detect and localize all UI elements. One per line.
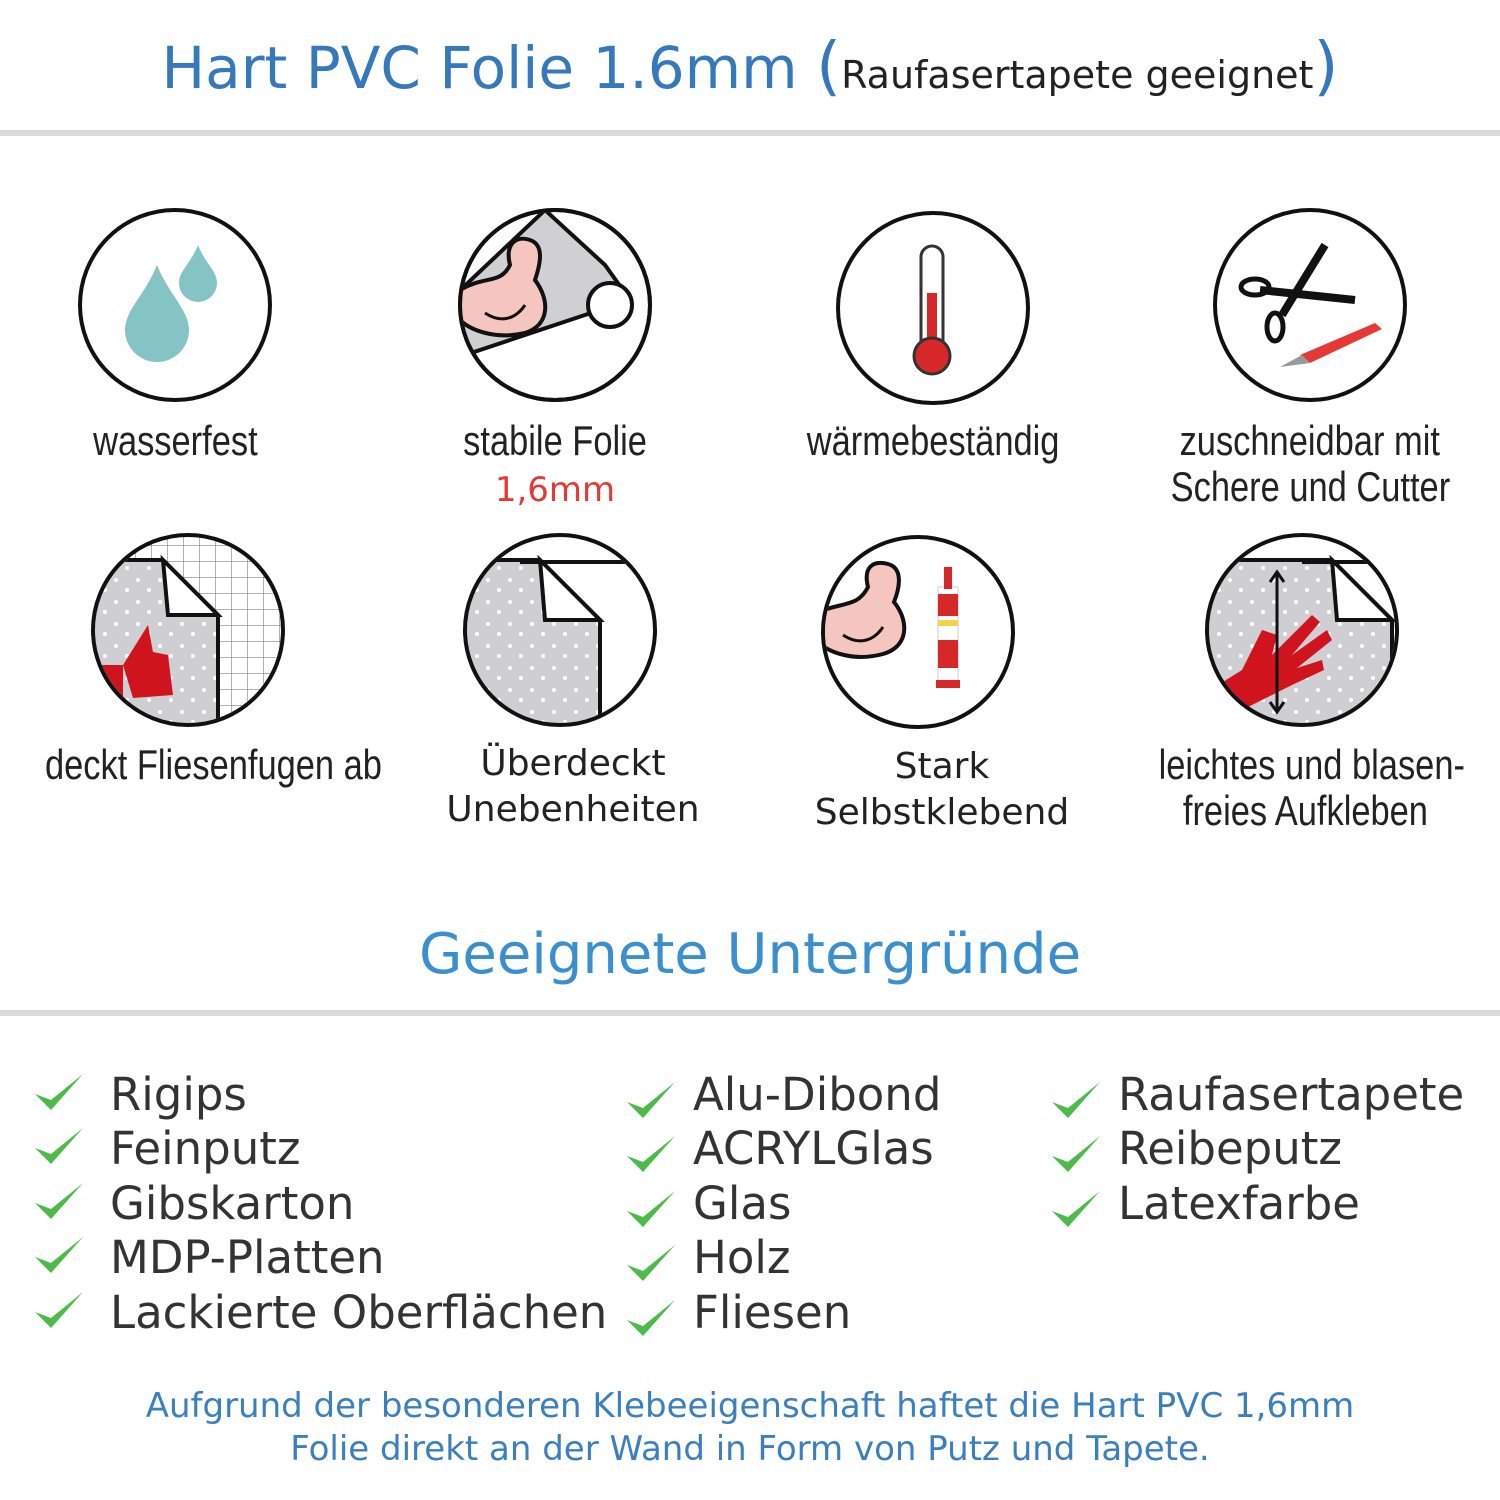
check-icon [1052, 1136, 1100, 1172]
check-icon [1052, 1082, 1100, 1118]
surface-item: ACRYLGlas [693, 1122, 934, 1175]
surface-item: Feinputz [110, 1122, 301, 1175]
feature-label: Stark Selbstklebend [814, 746, 1070, 833]
paren: ( [816, 30, 842, 104]
feature-label: Überdeckt Unebenheiten [446, 743, 700, 830]
check-icon [627, 1191, 675, 1227]
feature-label: leichtes und blasen-freies Aufkleben [1158, 741, 1465, 834]
foil-sheet-icon [463, 533, 657, 727]
title-main: Hart PVC Folie 1.6mm [161, 34, 798, 102]
surface-item: Lackierte Oberflächen [110, 1286, 608, 1339]
surface-item: Raufasertapete [1118, 1068, 1465, 1121]
check-icon [35, 1074, 83, 1110]
surface-item: Reibeputz [1118, 1122, 1343, 1175]
check-icon [35, 1128, 83, 1164]
page-title: Hart PVC Folie 1.6mm (Raufasertapete gee… [0, 30, 1500, 104]
surface-item: Holz [693, 1231, 791, 1284]
flexed-arm-foil-roll-icon [458, 208, 652, 402]
check-icon [35, 1292, 83, 1328]
check-icon [1052, 1191, 1100, 1227]
thumbs-up-tiles-icon [91, 533, 285, 727]
check-icon [627, 1136, 675, 1172]
feature-label: stabile Folie 1,6mm [463, 417, 647, 511]
check-icon [627, 1300, 675, 1336]
check-icon [35, 1183, 83, 1219]
divider [0, 1010, 1500, 1016]
surface-item: Latexfarbe [1118, 1177, 1360, 1230]
thermometer-icon [836, 211, 1030, 405]
check-icon [627, 1245, 675, 1281]
feature-label: deckt Fliesenfugen ab [44, 741, 382, 788]
water-drops-icon [78, 208, 272, 402]
scissors-cutter-icon [1213, 208, 1407, 402]
feature-sublabel: 1,6mm [494, 470, 616, 510]
surface-item: Fliesen [693, 1286, 852, 1339]
feature-label: wärmebeständig [806, 417, 1060, 464]
hand-smoothing-icon [1205, 533, 1399, 727]
arm-glue-tube-icon [821, 535, 1015, 729]
footer-line: Folie direkt an der Wand in Form von Put… [290, 1429, 1210, 1469]
surface-item: Rigips [110, 1068, 247, 1121]
paren: ) [1313, 30, 1339, 104]
surface-item: Alu-Dibond [693, 1068, 942, 1121]
check-icon [35, 1237, 83, 1273]
surface-item: Gibskarton [110, 1177, 355, 1230]
footer-line: Aufgrund der besonderen Klebeeigenschaft… [145, 1386, 1355, 1426]
feature-label: wasserfest [92, 417, 258, 464]
surface-item: Glas [693, 1177, 792, 1230]
divider [0, 130, 1500, 136]
feature-label: zuschneidbar mit Schere und Cutter [1170, 417, 1450, 510]
surface-item: MDP-Platten [110, 1231, 385, 1284]
check-icon [627, 1082, 675, 1118]
section-title: Geeignete Untergründe [418, 922, 1082, 987]
title-subtitle: Raufasertapete geeignet [841, 53, 1314, 97]
